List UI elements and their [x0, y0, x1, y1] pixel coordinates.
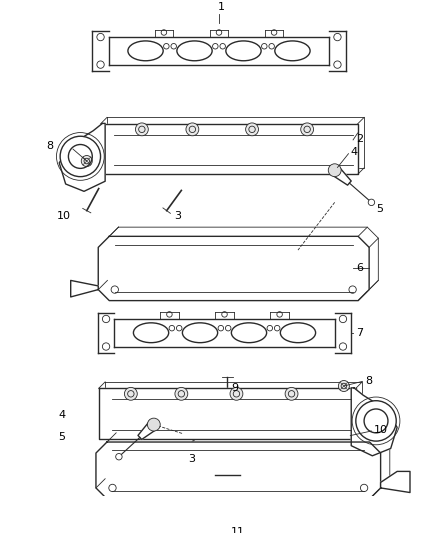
Text: 9: 9	[231, 383, 238, 393]
Text: 4: 4	[350, 147, 357, 157]
Text: 10: 10	[374, 425, 388, 435]
Polygon shape	[351, 388, 397, 456]
Circle shape	[356, 401, 396, 441]
Text: 3: 3	[188, 454, 195, 464]
Circle shape	[301, 123, 314, 136]
Polygon shape	[98, 236, 369, 301]
Circle shape	[60, 136, 101, 176]
Polygon shape	[101, 124, 358, 174]
Circle shape	[368, 199, 374, 206]
Polygon shape	[381, 471, 410, 492]
Text: 2: 2	[356, 134, 363, 144]
Text: 6: 6	[356, 263, 363, 273]
Circle shape	[147, 418, 160, 431]
Text: 7: 7	[356, 328, 363, 338]
Circle shape	[339, 381, 350, 392]
Circle shape	[135, 123, 148, 136]
Polygon shape	[71, 280, 98, 297]
Polygon shape	[59, 123, 105, 191]
Text: 8: 8	[46, 141, 53, 151]
Circle shape	[246, 123, 258, 136]
Text: 8: 8	[365, 376, 372, 385]
Circle shape	[81, 156, 92, 166]
Text: 5: 5	[376, 204, 383, 214]
Circle shape	[285, 387, 298, 400]
Circle shape	[186, 123, 199, 136]
Text: 1: 1	[218, 2, 225, 12]
Text: 10: 10	[57, 211, 71, 221]
Circle shape	[175, 387, 188, 400]
Text: 11: 11	[231, 527, 245, 533]
Text: 5: 5	[59, 432, 65, 441]
Polygon shape	[331, 166, 351, 185]
Circle shape	[230, 387, 243, 400]
Circle shape	[328, 164, 341, 176]
Polygon shape	[99, 389, 356, 439]
Text: 4: 4	[58, 410, 66, 421]
Polygon shape	[138, 421, 158, 440]
Polygon shape	[96, 442, 381, 499]
Text: 3: 3	[174, 211, 181, 221]
Circle shape	[124, 387, 137, 400]
Circle shape	[116, 454, 122, 460]
